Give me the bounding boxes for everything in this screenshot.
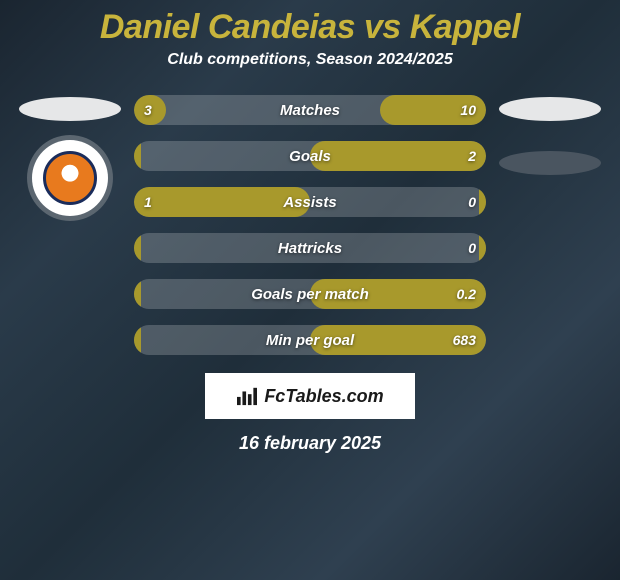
metric-fill-right: [310, 325, 486, 355]
metric-fill-right: [380, 95, 486, 125]
metric-fill-right: [479, 187, 486, 217]
metric-bars: Matches310Goals2Assists10Hattricks0Goals…: [134, 95, 486, 355]
metric-bar: Hattricks0: [134, 233, 486, 263]
metric-fill-left: [134, 279, 141, 309]
metric-bar: Assists10: [134, 187, 486, 217]
comparison-card: Daniel Candeias vs Kappel Club competiti…: [0, 0, 620, 454]
metric-fill-left: [134, 141, 141, 171]
player-photo-placeholder: [499, 97, 601, 121]
site-logo[interactable]: FcTables.com: [205, 373, 415, 419]
metric-value-right: 0: [426, 187, 476, 217]
metric-bar: Matches310: [134, 95, 486, 125]
club-badge-placeholder: [499, 151, 601, 175]
comparison-body: Matches310Goals2Assists10Hattricks0Goals…: [0, 95, 620, 355]
page-title: Daniel Candeias vs Kappel: [0, 8, 620, 47]
left-player-column: [14, 95, 126, 221]
metric-value-right: 0: [426, 233, 476, 263]
metric-fill-left: [134, 95, 166, 125]
subtitle: Club competitions, Season 2024/2025: [0, 51, 620, 69]
metric-fill-right: [310, 279, 486, 309]
metric-fill-right: [479, 233, 486, 263]
metric-fill-left: [134, 233, 141, 263]
metric-fill-left: [134, 325, 141, 355]
metric-fill-right: [310, 141, 486, 171]
club-badge-icon: [43, 151, 97, 205]
metric-bar: Goals per match0.2: [134, 279, 486, 309]
site-logo-text: FcTables.com: [264, 386, 383, 407]
club-badge: [27, 135, 113, 221]
metric-bar: Min per goal683: [134, 325, 486, 355]
player-photo-placeholder: [19, 97, 121, 121]
metric-label: Hattricks: [134, 233, 486, 263]
metric-bar: Goals2: [134, 141, 486, 171]
club-badge-ring: [32, 140, 108, 216]
bar-chart-icon: [236, 386, 258, 406]
date-line: 16 february 2025: [0, 433, 620, 454]
metric-fill-left: [134, 187, 310, 217]
right-player-column: [494, 95, 606, 175]
